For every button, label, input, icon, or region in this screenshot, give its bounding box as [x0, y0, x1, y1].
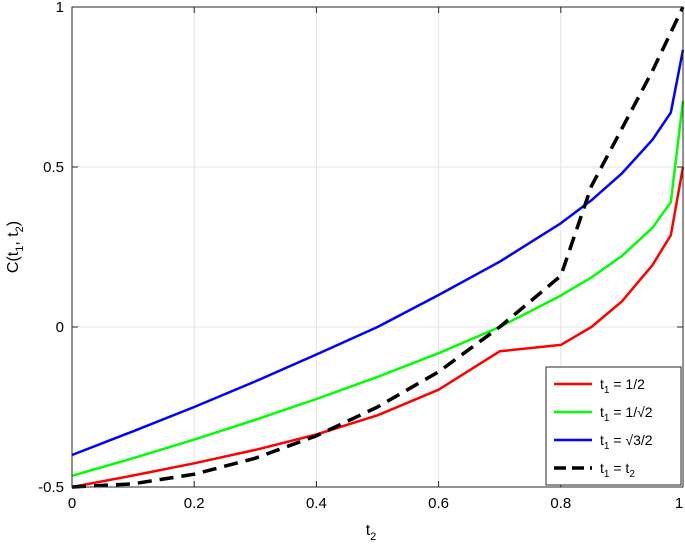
- legend-entry-label: t1 = 1/√2: [600, 404, 653, 424]
- x-tick-label: 0.8: [550, 495, 571, 512]
- legend: t1 = 1/2 t1 = 1/√2 t1 = √3/2 t1 = t2: [545, 366, 682, 486]
- x-axis-label: t2: [366, 522, 377, 543]
- x-tick-label: 0.6: [428, 495, 449, 512]
- y-tick-label: 0: [56, 319, 64, 336]
- x-tick-label: 1: [675, 495, 683, 512]
- series-lines: [71, 6, 685, 489]
- legend-box: [545, 366, 682, 486]
- tick-labels: 0 0.2 0.4 0.6 0.8 1-0.500.51: [38, 0, 683, 512]
- series-line-2: [71, 100, 685, 478]
- axes-frame: [71, 6, 684, 488]
- x-tick-label: 0.2: [184, 495, 205, 512]
- plot-frame: [71, 6, 684, 488]
- series-line-4: [71, 6, 685, 489]
- x-tick-label: 0: [68, 495, 76, 512]
- legend-entry-label: t1 = 1/2: [600, 376, 645, 396]
- y-tick-label: -0.5: [38, 479, 64, 496]
- series-line-1: [71, 166, 685, 489]
- series-line-3: [71, 49, 685, 457]
- legend-entry-label: t1 = t2: [600, 460, 635, 480]
- y-tick-label: 0.5: [43, 159, 64, 176]
- y-axis-label: C(t1, t2): [5, 221, 26, 273]
- legend-entry-label: t1 = √3/2: [600, 432, 653, 452]
- x-tick-label: 0.4: [306, 495, 327, 512]
- y-tick-label: 1: [56, 0, 64, 16]
